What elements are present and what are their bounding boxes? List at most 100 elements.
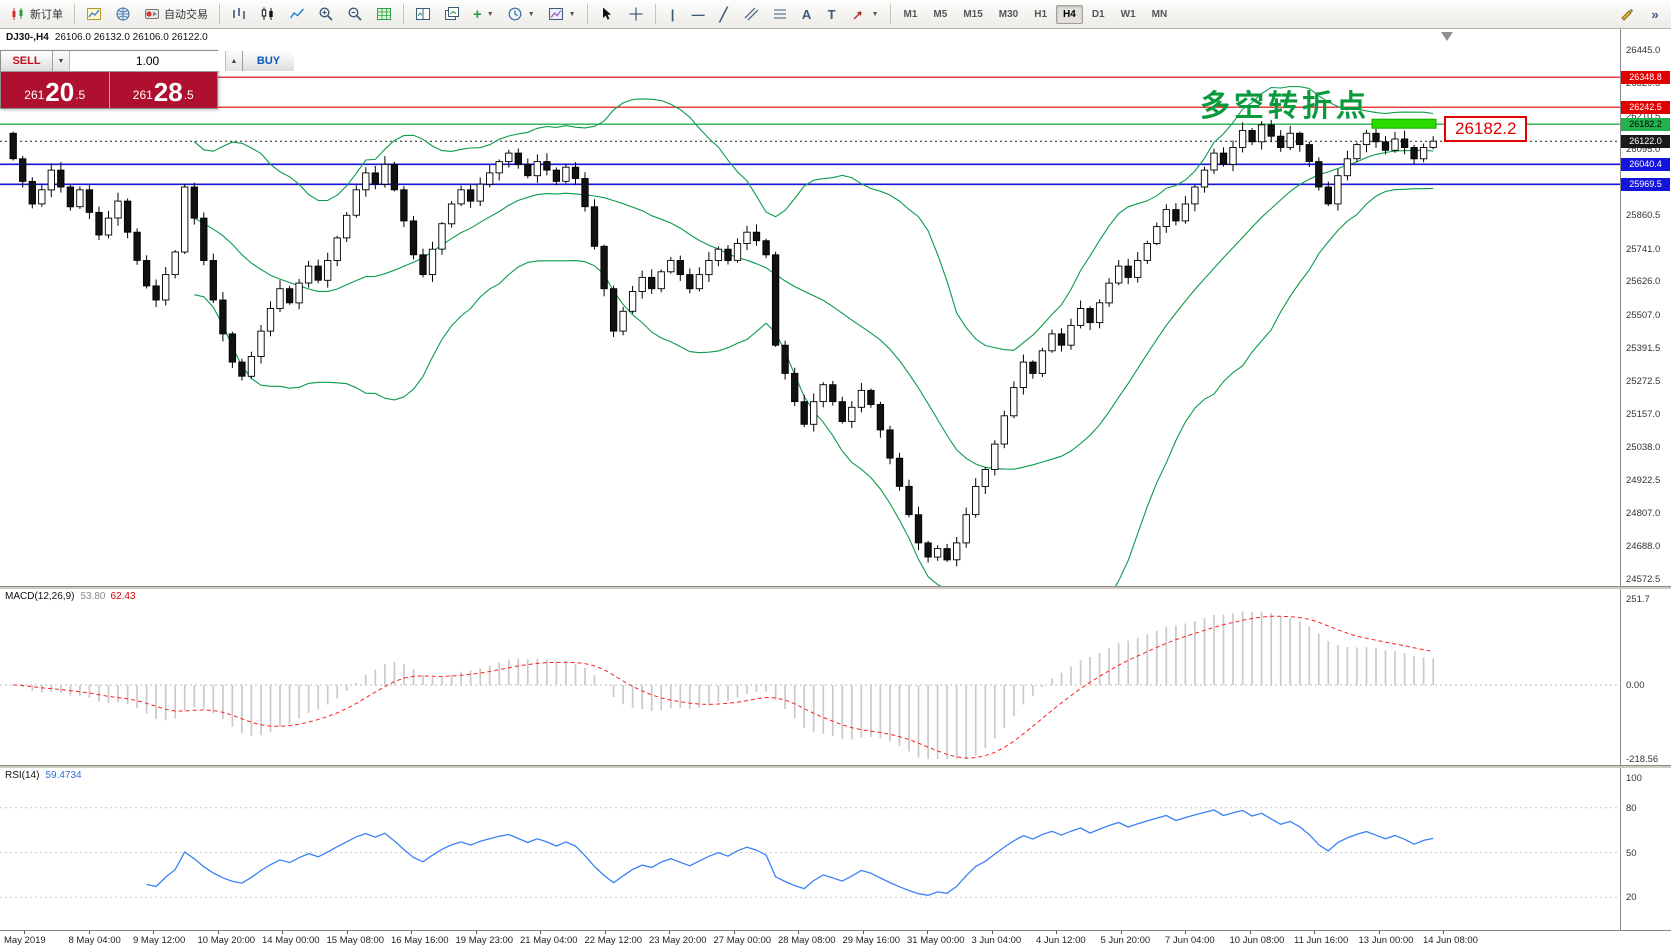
label-tool[interactable]: T — [820, 2, 844, 26]
vertical-line-tool[interactable]: | — [661, 2, 685, 26]
toolbar-divider — [219, 4, 220, 24]
time-axis-tick — [862, 931, 864, 934]
price-tick-label: 25741.0 — [1626, 244, 1661, 255]
highlight-zone[interactable] — [1371, 118, 1437, 129]
text-tool[interactable]: A — [795, 2, 819, 26]
timeframe-m30[interactable]: M30 — [998, 8, 1019, 20]
tile-windows-icon — [416, 8, 430, 20]
lot-decrease-button[interactable]: ▼ — [53, 51, 70, 71]
toolbar-overflow-button[interactable]: » — [1643, 2, 1667, 26]
sell-button-label: SELL — [12, 55, 41, 67]
main-chart-canvas[interactable] — [0, 29, 1620, 586]
buy-button[interactable]: BUY — [242, 51, 294, 71]
add-indicator-button[interactable]: + ▼ — [467, 2, 500, 26]
timeframe-m1[interactable]: M1 — [903, 8, 918, 20]
time-axis-label: 10 Jun 08:00 — [1229, 935, 1285, 946]
crosshair-tool-button[interactable] — [622, 2, 650, 26]
cursor-tool-button[interactable] — [593, 2, 621, 26]
time-axis-tick — [346, 931, 348, 934]
timeframe-m5[interactable]: M5 — [933, 8, 948, 20]
rsi-panel-canvas[interactable] — [0, 768, 1620, 930]
lot-increase-button[interactable]: ▲ — [225, 51, 242, 71]
chart-symbol-info: DJ30-,H4 26106.0 26132.0 26106.0 26122.0 — [6, 32, 208, 43]
rsi-axis-label: 100 — [1626, 773, 1642, 784]
macd-axis-label: -218.56 — [1626, 754, 1659, 765]
profile-button[interactable] — [109, 2, 137, 26]
buy-price-dec: .5 — [183, 88, 194, 102]
buy-button-label: BUY — [256, 55, 281, 67]
zoom-out-button[interactable] — [341, 2, 369, 26]
trendline-tool[interactable]: ╱ — [712, 2, 736, 26]
time-axis-label: 9 May 12:00 — [133, 935, 186, 946]
zoom-out-icon — [348, 7, 362, 21]
toolbar: 新订单 自动交易 + ▼ ▼ ▼ — [0, 0, 1671, 29]
timeframe-h1[interactable]: H1 — [1034, 8, 1048, 20]
sell-button[interactable]: SELL — [1, 51, 53, 71]
panel-separator[interactable] — [0, 765, 1671, 768]
chart-area[interactable]: DJ30-,H4 26106.0 26132.0 26106.0 26122.0 … — [0, 29, 1671, 947]
arrows-tool[interactable]: ▼ — [845, 2, 885, 26]
trendline-icon: ╱ — [719, 6, 728, 22]
toolbox-button[interactable] — [1614, 2, 1642, 26]
bollinger-lower — [194, 187, 1434, 586]
chart-window-button[interactable] — [80, 2, 108, 26]
channel-tool[interactable] — [737, 2, 765, 26]
price-tick-label: 25626.0 — [1626, 276, 1661, 287]
panel-separator[interactable] — [0, 586, 1671, 589]
bollinger-middle — [194, 149, 1434, 470]
zoom-in-button[interactable] — [312, 2, 340, 26]
sell-price-small: 261 — [24, 88, 45, 102]
indicators-list-button[interactable] — [370, 2, 398, 26]
timeframe-m15[interactable]: M15 — [963, 8, 983, 20]
candles — [9, 119, 1437, 567]
time-axis-label: 23 May 20:00 — [649, 935, 707, 946]
periods-button[interactable]: ▼ — [501, 2, 541, 26]
price-tick-label: 25860.5 — [1626, 210, 1661, 221]
horizontal-line-tool[interactable]: — — [686, 2, 711, 26]
price-tick-label: 25157.0 — [1626, 409, 1661, 420]
time-axis-label: 28 May 08:00 — [778, 935, 836, 946]
buy-price-display[interactable]: 261 28.5 — [109, 72, 217, 108]
rsi-axis-label: 50 — [1626, 848, 1637, 859]
buy-price-big: 28 — [153, 77, 183, 107]
autotrading-button[interactable]: 自动交易 — [138, 2, 214, 26]
time-axis-tick — [88, 931, 90, 934]
time-axis[interactable]: May 2019 8 May 04:00 9 May 12:00 10 May 20:… — [0, 930, 1671, 947]
time-axis-tick — [798, 931, 799, 934]
bollinger-bands — [193, 85, 1434, 586]
time-axis-tick — [991, 931, 993, 934]
fibonacci-tool[interactable] — [766, 2, 794, 26]
rsi-axis-label: 20 — [1626, 892, 1637, 903]
cascade-windows-icon — [445, 7, 459, 20]
time-axis-tick — [540, 931, 541, 934]
line-chart-button[interactable] — [283, 2, 311, 26]
fibonacci-icon — [773, 9, 786, 19]
lot-size-input[interactable] — [70, 51, 225, 71]
templates-button[interactable]: ▼ — [542, 2, 582, 26]
sell-price-display[interactable]: 261 20.5 — [1, 72, 110, 108]
time-axis-label: 16 May 16:00 — [391, 935, 449, 946]
candlestick-chart-button[interactable] — [254, 2, 282, 26]
indicators-list-icon — [377, 8, 391, 20]
cascade-windows-button[interactable] — [438, 2, 466, 26]
chart-shift-marker-icon[interactable] — [1441, 32, 1453, 41]
price-tick-label: 26095.0 — [1626, 144, 1661, 155]
buy-price-small: 261 — [132, 88, 153, 102]
tile-windows-button[interactable] — [409, 2, 437, 26]
timeframe-w1[interactable]: W1 — [1120, 8, 1136, 20]
time-axis-label: 8 May 04:00 — [68, 935, 121, 946]
timeframe-mn[interactable]: MN — [1151, 8, 1168, 20]
bar-chart-button[interactable] — [225, 2, 253, 26]
line-chart-icon — [289, 8, 305, 19]
time-axis-label: 5 Jun 20:00 — [1100, 935, 1151, 946]
new-order-label: 新订单 — [30, 9, 63, 21]
new-order-button[interactable]: 新订单 — [4, 2, 69, 26]
time-axis-label: 13 Jun 00:00 — [1358, 935, 1414, 946]
macd-panel-canvas[interactable] — [0, 589, 1620, 765]
time-axis-label: 14 Jun 08:00 — [1423, 935, 1478, 946]
timeframe-h4[interactable]: H4 — [1056, 4, 1083, 24]
macd-signal-line — [13, 615, 1434, 759]
time-axis-tick — [282, 931, 283, 934]
timeframe-d1[interactable]: D1 — [1091, 8, 1105, 20]
template-icon — [548, 8, 563, 20]
